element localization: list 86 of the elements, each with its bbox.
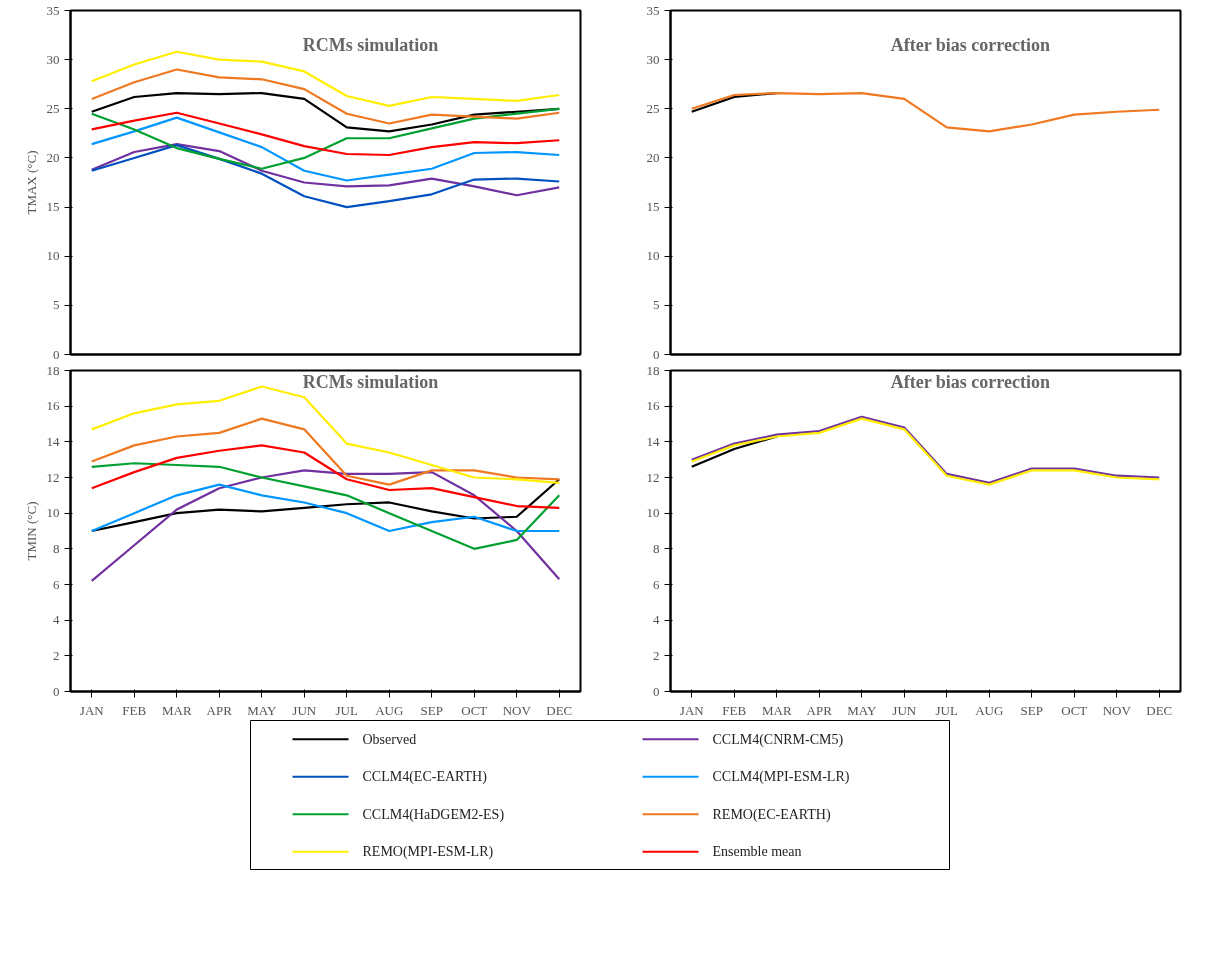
x-tick-label: JUL: [335, 702, 358, 718]
y-tick-label: 18: [46, 362, 60, 378]
x-tick-label: MAY: [847, 702, 877, 718]
legend-label: CCLM4(CNRM-CM5): [712, 731, 844, 748]
x-tick-label: SEP: [1020, 702, 1043, 718]
line-series: [90, 50, 561, 107]
y-tick-label: 15: [46, 199, 60, 215]
line-series: [90, 444, 561, 509]
y-tick-label: 5: [653, 297, 660, 313]
y-tick-label: 14: [46, 433, 60, 449]
line-series: [90, 143, 561, 197]
line-series: [90, 116, 561, 182]
x-tick-label: NOV: [1102, 702, 1132, 718]
line-series: [690, 91, 1161, 133]
y-tick-label: 10: [646, 505, 660, 521]
y-tick-label: 5: [53, 297, 60, 313]
y-tick-label: 15: [646, 199, 660, 215]
line-series: [90, 68, 561, 125]
x-tick-label: FEB: [122, 702, 147, 718]
y-axis-title: TMAX (°C): [23, 150, 39, 215]
y-tick-label: 10: [46, 505, 60, 521]
x-tick-label: FEB: [722, 702, 747, 718]
legend-label: CCLM4(HaDGEM2-ES): [362, 806, 505, 823]
y-tick-label: 4: [653, 612, 660, 628]
x-tick-label: APR: [806, 702, 833, 718]
x-tick-label: NOV: [502, 702, 532, 718]
y-tick-label: 0: [53, 683, 60, 699]
legend-label: REMO(MPI-ESM-LR): [362, 844, 494, 861]
x-tick-label: SEP: [420, 702, 443, 718]
legend-label: CCLM4(EC-EARTH): [362, 769, 488, 786]
y-tick-label: 2: [653, 647, 660, 663]
y-tick-label: 12: [46, 469, 60, 485]
x-tick-label: AUG: [375, 702, 404, 718]
y-tick-label: 2: [53, 647, 60, 663]
x-tick-label: JUL: [935, 702, 958, 718]
y-tick-label: 8: [53, 540, 60, 556]
x-tick-label: MAR: [161, 702, 192, 718]
y-tick-label: 25: [46, 100, 60, 116]
text: RCMs simulation: [302, 34, 439, 55]
chart-title: After bias correction: [890, 371, 1050, 392]
y-tick-label: 16: [646, 398, 660, 414]
y-tick-label: 0: [653, 346, 660, 362]
text: After bias correction: [890, 34, 1050, 55]
chart-title: RCMs simulation: [302, 371, 439, 392]
y-tick-label: 25: [646, 100, 660, 116]
line-series: [90, 462, 561, 550]
line-series: [90, 144, 561, 209]
legend-label: Observed: [362, 731, 417, 747]
line-series: [90, 111, 561, 157]
x-tick-label: OCT: [461, 702, 488, 718]
x-tick-label: APR: [206, 702, 233, 718]
y-tick-label: 6: [53, 576, 60, 592]
legend-label: CCLM4(MPI-ESM-LR): [712, 769, 850, 786]
y-tick-label: 10: [646, 248, 660, 264]
x-tick-label: OCT: [1061, 702, 1088, 718]
y-tick-label: 18: [646, 362, 660, 378]
x-tick-label: DEC: [546, 702, 573, 718]
y-tick-label: 4: [53, 612, 60, 628]
y-tick-label: 8: [653, 540, 660, 556]
y-tick-label: 35: [646, 2, 660, 18]
x-tick-label: JAN: [679, 702, 705, 718]
y-tick-label: 20: [46, 149, 60, 165]
y-tick-label: 16: [46, 398, 60, 414]
y-axis-title: TMIN (°C): [23, 501, 39, 561]
line-series: [90, 417, 561, 486]
legend-label: REMO(EC-EARTH): [712, 806, 831, 823]
line-series: [90, 469, 561, 583]
x-tick-label: JUN: [892, 702, 917, 718]
y-tick-label: 10: [46, 248, 60, 264]
y-tick-label: 30: [46, 51, 60, 67]
x-tick-label: JUN: [292, 702, 317, 718]
y-tick-label: 20: [646, 149, 660, 165]
y-tick-label: 12: [646, 469, 660, 485]
legend-label: Ensemble mean: [712, 844, 802, 860]
y-tick-label: 0: [653, 683, 660, 699]
y-tick-label: 35: [46, 2, 60, 18]
y-tick-label: 6: [653, 576, 660, 592]
x-tick-label: DEC: [1146, 702, 1173, 718]
y-tick-label: 14: [646, 433, 660, 449]
x-tick-label: JAN: [79, 702, 105, 718]
x-tick-label: MAY: [247, 702, 277, 718]
line-series: [90, 107, 561, 170]
y-tick-label: 30: [646, 51, 660, 67]
x-tick-label: MAR: [761, 702, 792, 718]
y-tick-label: 0: [53, 346, 60, 362]
x-tick-label: AUG: [975, 702, 1004, 718]
